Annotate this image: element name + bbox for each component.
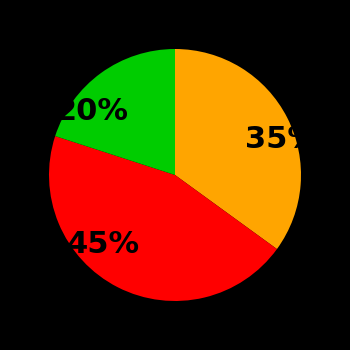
Wedge shape — [49, 136, 277, 301]
Text: 45%: 45% — [66, 230, 140, 259]
Wedge shape — [175, 49, 301, 249]
Wedge shape — [55, 49, 175, 175]
Text: 35%: 35% — [245, 125, 317, 154]
Text: 20%: 20% — [56, 97, 129, 126]
